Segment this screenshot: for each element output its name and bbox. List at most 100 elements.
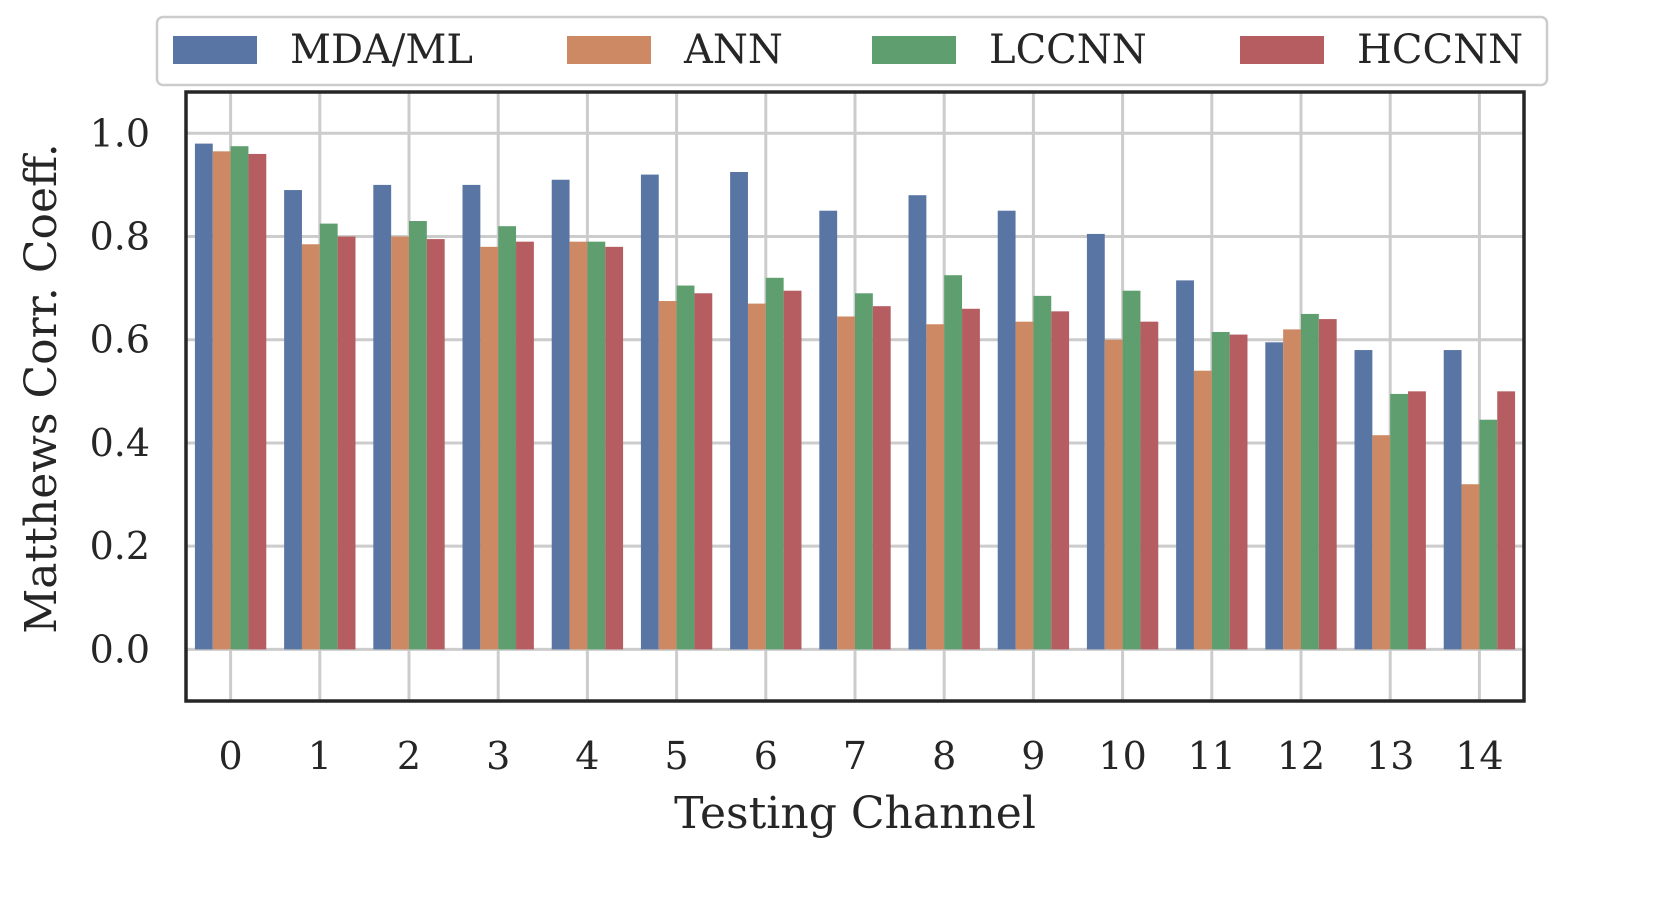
bar-mda-ml-channel-0 bbox=[194, 143, 213, 650]
bar-lccnn-channel-3 bbox=[498, 226, 517, 650]
bar-hccnn-channel-11 bbox=[1229, 334, 1248, 650]
bar-lccnn-channel-9 bbox=[1033, 295, 1052, 650]
bar-ann-channel-14 bbox=[1461, 484, 1480, 650]
bar-hccnn-channel-3 bbox=[516, 241, 534, 650]
bar-lccnn-channel-1 bbox=[319, 223, 338, 650]
x-tick-label: 6 bbox=[754, 734, 778, 778]
bar-ann-channel-6 bbox=[747, 303, 766, 650]
y-axis-ticks: 0.0 0.2 0.4 0.6 0.8 1.0 bbox=[90, 111, 150, 671]
bar-ann-channel-10 bbox=[1104, 339, 1123, 650]
x-tick-label: 13 bbox=[1366, 734, 1414, 778]
bar-lccnn-channel-2 bbox=[409, 221, 427, 650]
bar-hccnn-channel-6 bbox=[783, 290, 802, 650]
x-tick-label: 5 bbox=[665, 734, 689, 778]
x-axis-title: Testing Channel bbox=[674, 788, 1036, 839]
y-axis-title: Matthews Corr. Coeff. bbox=[16, 143, 67, 634]
x-tick-label: 10 bbox=[1098, 734, 1146, 778]
bar-lccnn-channel-5 bbox=[676, 285, 695, 650]
bar-mda-ml-channel-7 bbox=[819, 210, 838, 650]
x-axis-ticks: 0 1 2 3 4 5 6 7 8 9 10 11 12 13 14 bbox=[219, 734, 1504, 778]
legend-label: ANN bbox=[683, 27, 783, 73]
legend-item-ann: ANN bbox=[567, 27, 783, 73]
series-hccnn bbox=[248, 153, 1516, 650]
bar-hccnn-channel-14 bbox=[1497, 391, 1516, 650]
bar-ann-channel-11 bbox=[1193, 370, 1212, 650]
legend-item-lccnn: LCCNN bbox=[872, 27, 1147, 73]
y-tick-label: 0.0 bbox=[90, 627, 150, 671]
bar-mda-ml-channel-5 bbox=[640, 174, 659, 650]
legend-swatch bbox=[1240, 36, 1324, 64]
bar-hccnn-channel-4 bbox=[605, 246, 624, 650]
bar-ann-channel-13 bbox=[1372, 435, 1391, 650]
bar-ann-channel-8 bbox=[926, 324, 945, 650]
legend-label: MDA/ML bbox=[290, 27, 473, 73]
x-tick-label: 3 bbox=[486, 734, 510, 778]
bar-mda-ml-channel-12 bbox=[1265, 342, 1284, 650]
bar-mda-ml-channel-14 bbox=[1443, 350, 1462, 650]
bar-mda-ml-channel-2 bbox=[373, 184, 392, 650]
bar-ann-channel-3 bbox=[480, 246, 499, 650]
series-mda-ml bbox=[194, 143, 1462, 650]
x-tick-label: 12 bbox=[1277, 734, 1325, 778]
bar-lccnn-channel-0 bbox=[230, 146, 249, 650]
bar-ann-channel-0 bbox=[212, 151, 231, 650]
bar-hccnn-channel-1 bbox=[337, 236, 356, 650]
bar-mda-ml-channel-9 bbox=[997, 210, 1016, 650]
bar-lccnn-channel-4 bbox=[587, 241, 606, 650]
bar-hccnn-channel-7 bbox=[872, 306, 891, 650]
bar-mda-ml-channel-6 bbox=[730, 171, 748, 650]
legend-swatch bbox=[872, 36, 956, 64]
bar-hccnn-channel-13 bbox=[1408, 391, 1426, 650]
bar-ann-channel-4 bbox=[569, 241, 588, 650]
y-tick-label: 0.8 bbox=[90, 215, 150, 259]
bar-lccnn-channel-8 bbox=[944, 275, 963, 650]
bar-lccnn-channel-13 bbox=[1390, 393, 1409, 650]
bar-ann-channel-1 bbox=[301, 244, 320, 650]
x-tick-label: 8 bbox=[932, 734, 956, 778]
x-tick-label: 9 bbox=[1021, 734, 1045, 778]
bar-hccnn-channel-8 bbox=[962, 308, 980, 650]
bar-mda-ml-channel-13 bbox=[1354, 350, 1373, 650]
bar-mda-ml-channel-3 bbox=[462, 184, 481, 650]
plot-frame bbox=[184, 90, 1526, 703]
x-tick-label: 14 bbox=[1455, 734, 1503, 778]
legend-label: LCCNN bbox=[989, 27, 1147, 73]
bar-lccnn-channel-14 bbox=[1479, 419, 1498, 650]
legend-item-mda-ml: MDA/ML bbox=[173, 27, 473, 73]
x-tick-label: 1 bbox=[308, 734, 332, 778]
series-lccnn bbox=[230, 146, 1498, 650]
legend-swatch bbox=[567, 36, 651, 64]
bar-lccnn-channel-12 bbox=[1301, 313, 1319, 650]
bar-hccnn-channel-0 bbox=[248, 153, 267, 650]
y-tick-label: 0.2 bbox=[90, 524, 150, 568]
bar-hccnn-channel-12 bbox=[1318, 319, 1337, 650]
bar-hccnn-channel-9 bbox=[1051, 311, 1070, 650]
y-tick-label: 0.4 bbox=[90, 421, 150, 465]
legend-item-hccnn: HCCNN bbox=[1240, 27, 1523, 73]
series-ann bbox=[212, 151, 1480, 650]
x-tick-label: 0 bbox=[219, 734, 243, 778]
bar-mda-ml-channel-4 bbox=[551, 179, 570, 650]
x-tick-label: 11 bbox=[1188, 734, 1236, 778]
bar-lccnn-channel-6 bbox=[765, 277, 784, 650]
x-tick-label: 2 bbox=[397, 734, 421, 778]
bar-hccnn-channel-2 bbox=[426, 239, 445, 650]
bar-mda-ml-channel-10 bbox=[1086, 233, 1105, 650]
bar-hccnn-channel-10 bbox=[1140, 321, 1159, 650]
bar-ann-channel-12 bbox=[1283, 329, 1301, 650]
bar-ann-channel-5 bbox=[658, 301, 677, 650]
y-tick-label: 1.0 bbox=[90, 111, 150, 155]
bar-lccnn-channel-11 bbox=[1211, 331, 1230, 650]
bar-lccnn-channel-10 bbox=[1122, 290, 1141, 650]
legend: MDA/ML ANN LCCNN HCCNN bbox=[155, 15, 1549, 87]
bar-ann-channel-7 bbox=[837, 316, 855, 650]
x-tick-label: 7 bbox=[843, 734, 867, 778]
bar-ann-channel-9 bbox=[1015, 321, 1034, 650]
bar-mda-ml-channel-8 bbox=[908, 195, 927, 650]
y-tick-label: 0.6 bbox=[90, 318, 150, 362]
legend-swatch bbox=[173, 36, 257, 64]
bar-series bbox=[194, 143, 1516, 650]
bar-hccnn-channel-5 bbox=[694, 293, 713, 650]
bar-mda-ml-channel-11 bbox=[1176, 280, 1194, 650]
